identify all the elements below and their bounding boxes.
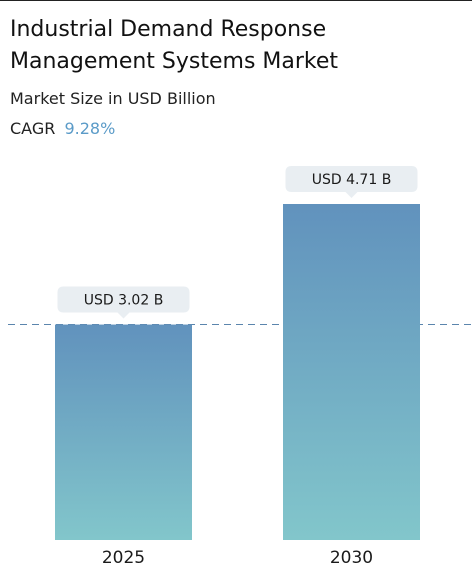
- bars-group: USD 3.02 B 2025 USD 4.71 B 2030: [55, 166, 420, 568]
- x-tick-label: 2030: [330, 548, 373, 568]
- data-label: USD 3.02 B: [84, 293, 164, 309]
- x-tick-label: 2025: [102, 548, 145, 568]
- cagr-label: CAGR: [10, 119, 56, 138]
- chart-subtitle: Market Size in USD Billion: [10, 89, 216, 108]
- top-border: [0, 0, 472, 1]
- cagr-line: CAGR 9.28%: [10, 118, 115, 140]
- bar-2025: [55, 324, 192, 540]
- chart-title: Industrial Demand Response Management Sy…: [10, 17, 339, 74]
- data-label-bubble: [285, 166, 418, 198]
- data-label-bubble: [57, 286, 190, 319]
- cagr-value: 9.28%: [64, 119, 116, 138]
- data-label: USD 4.71 B: [312, 172, 392, 188]
- bar-2030: [283, 204, 420, 540]
